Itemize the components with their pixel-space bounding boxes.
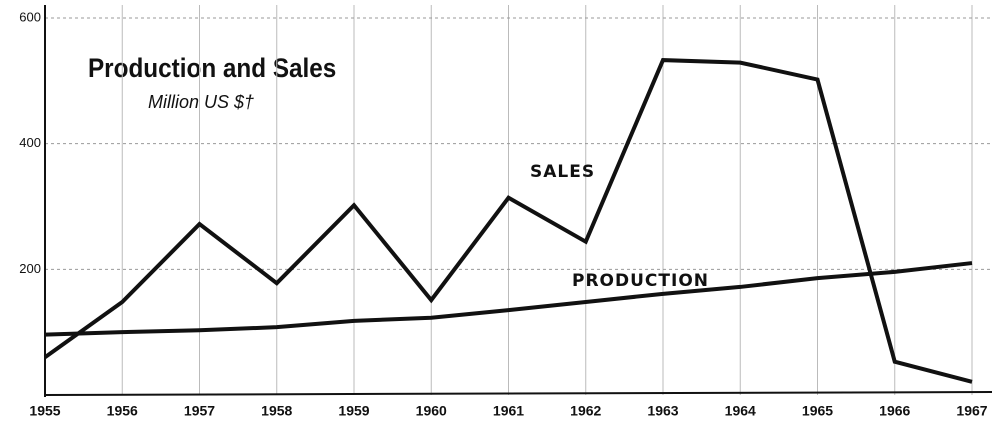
series-line [43, 58, 973, 384]
x-tick-label: 1955 [29, 403, 60, 419]
y-tick-label: 200 [19, 261, 41, 276]
x-tick-label: 1964 [725, 403, 756, 419]
x-tick-label: 1956 [107, 403, 138, 419]
x-tick-label: 1962 [570, 403, 601, 419]
x-tick-label: 1963 [647, 403, 678, 419]
x-tick-label: 1959 [338, 403, 369, 419]
x-tick-label: 1958 [261, 403, 292, 419]
y-tick-label: 400 [19, 135, 41, 150]
series-label: PRODUCTION [572, 271, 709, 291]
x-tick-label: 1965 [802, 403, 833, 419]
x-tick-label: 1966 [879, 403, 910, 419]
x-tick-label: 1957 [184, 403, 215, 419]
x-tick-label: 1967 [956, 403, 987, 419]
chart-title: Production and Sales [88, 54, 336, 83]
x-tick-label: 1961 [493, 403, 524, 419]
y-tick-label: 600 [19, 9, 41, 24]
chart-subtitle: Million US $† [148, 92, 254, 112]
x-tick-label: 1960 [416, 403, 447, 419]
series-label: SALES [530, 162, 595, 182]
series-line [44, 261, 973, 337]
x-axis [44, 391, 993, 396]
